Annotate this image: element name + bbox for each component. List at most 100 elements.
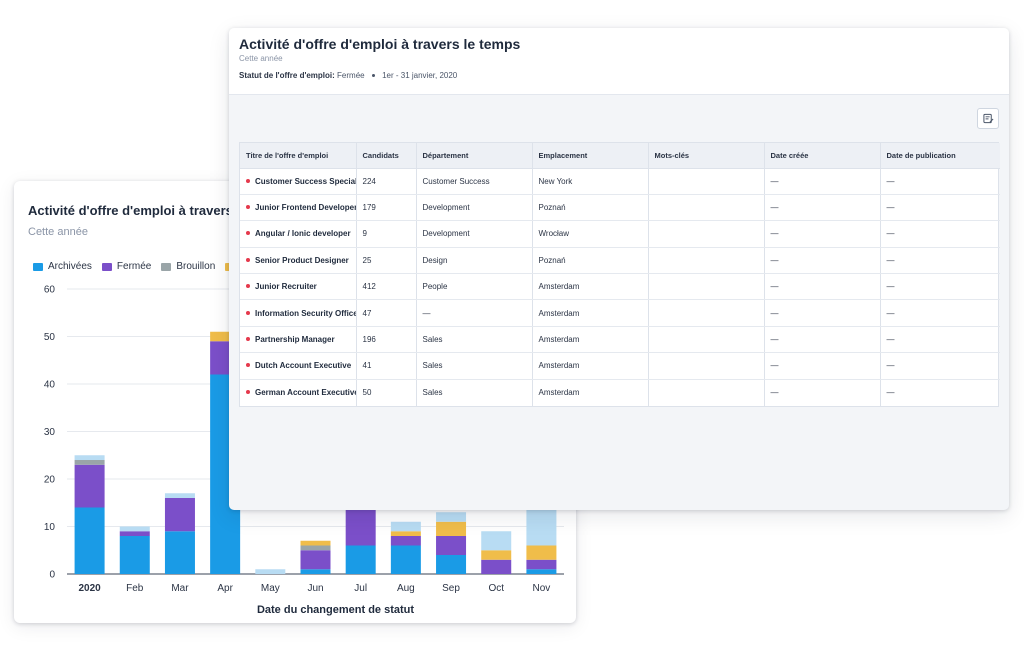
publication-date-cell: —	[880, 220, 1000, 248]
status-dot	[246, 310, 250, 315]
bar-segment[interactable]	[164, 498, 195, 532]
job-title-text: German Account Executive	[255, 388, 356, 398]
bar-segment[interactable]	[210, 331, 241, 342]
job-title-cell[interactable]: Senior Product Designer	[240, 247, 357, 275]
table-card-header: Activité d'offre d'emploi à travers le t…	[229, 28, 1009, 95]
legend-item[interactable]: Archivées	[33, 261, 92, 272]
created-date-cell: —	[764, 299, 881, 327]
column-header[interactable]: Date de publication	[880, 143, 1000, 169]
table-row[interactable]: Customer Success Specialist 224 Customer S…	[240, 168, 1000, 195]
status-dot	[246, 257, 250, 262]
created-date-cell: —	[764, 168, 881, 195]
bar-segment[interactable]	[74, 455, 105, 460]
department-cell: —	[416, 299, 533, 327]
candidates-cell: 47	[356, 299, 417, 327]
bar-segment[interactable]	[481, 550, 512, 560]
bar-segment[interactable]	[390, 531, 421, 536]
table-row[interactable]: Partnership Manager 196 Sales Amsterdam — —	[240, 326, 1000, 354]
bar-segment[interactable]	[436, 536, 467, 555]
x-tick-label: Apr	[217, 583, 233, 594]
job-title-cell[interactable]: Junior Recruiter	[240, 273, 357, 301]
location-cell: Amsterdam	[532, 379, 649, 406]
bar-segment[interactable]	[481, 559, 512, 574]
bar-segment[interactable]	[526, 507, 557, 546]
keywords-cell	[648, 379, 765, 406]
chart-card-title: Activité d'offre d'emploi à travers le t…	[28, 203, 290, 218]
bar-segment[interactable]	[390, 536, 421, 546]
table-row[interactable]: German Account Executive 50 Sales Amsterdam…	[240, 379, 1000, 406]
location-cell: Poznań	[532, 247, 649, 275]
bar-segment[interactable]	[74, 460, 105, 465]
job-title-cell[interactable]: Partnership Manager	[240, 326, 357, 354]
stacked-bar-chart: 0 10 20 30 40 50 60 2020 Feb Mar Apr May Jun Jul Aug Se…	[44, 285, 564, 616]
bar-segment[interactable]	[119, 531, 150, 536]
bar-segment[interactable]	[300, 540, 331, 546]
status-dot	[246, 231, 250, 236]
bar-segment[interactable]	[164, 531, 195, 574]
department-cell: Sales	[416, 326, 533, 354]
keywords-cell	[648, 352, 765, 380]
status-dot	[246, 178, 250, 183]
table-row[interactable]: Junior Frontend Developer 179 Development P…	[240, 194, 1000, 222]
bar-segment[interactable]	[255, 569, 286, 574]
keywords-cell	[648, 247, 765, 275]
bar-segment[interactable]	[300, 569, 331, 574]
table-row[interactable]: Junior Recruiter 412 People Amsterdam — —	[240, 273, 1000, 301]
table-row[interactable]: Senior Product Designer 25 Design Poznań — —	[240, 247, 1000, 275]
bar-segment[interactable]	[526, 545, 557, 560]
column-header[interactable]: Département	[416, 143, 533, 169]
bar-segment[interactable]	[74, 507, 105, 575]
bar-segment[interactable]	[119, 536, 150, 574]
publication-date-cell: —	[880, 299, 1000, 327]
bar-segment[interactable]	[481, 531, 512, 551]
x-tick-label: Feb	[126, 583, 144, 594]
bar-segment[interactable]	[300, 545, 331, 551]
bar-segment[interactable]	[164, 493, 195, 498]
bar-segment[interactable]	[119, 526, 150, 532]
edit-columns-button[interactable]	[977, 108, 999, 129]
column-header[interactable]: Date créée	[764, 143, 881, 169]
job-title-text: Information Security Officer	[255, 308, 356, 318]
date-range: 1er - 31 janvier, 2020	[382, 71, 458, 80]
column-header[interactable]: Titre de l'offre d'emploi	[240, 143, 357, 169]
legend-item[interactable]: Fermée	[101, 261, 152, 272]
location-cell: Amsterdam	[532, 273, 649, 301]
publication-date-cell: —	[880, 194, 1000, 222]
legend-label: Fermée	[116, 261, 152, 272]
bar-segment[interactable]	[345, 507, 376, 546]
column-header[interactable]: Candidats	[356, 143, 417, 169]
status-dot	[246, 389, 250, 394]
bar-segment[interactable]	[526, 559, 557, 570]
department-cell: Customer Success	[416, 168, 533, 195]
filter-label: Statut de l'offre d'emploi:	[239, 71, 335, 80]
bar-segment[interactable]	[436, 512, 467, 522]
bar-segment[interactable]	[436, 521, 467, 536]
x-tick-label: Aug	[397, 583, 415, 594]
department-cell: Development	[416, 194, 533, 222]
table-row[interactable]: Angular / Ionic developer 9 Development Wro…	[240, 220, 1000, 248]
bar-segment[interactable]	[390, 545, 421, 575]
table-row[interactable]: Information Security Officer 47— Amsterdam…	[240, 299, 1000, 327]
job-title-cell[interactable]: Junior Frontend Developer	[240, 194, 357, 222]
table-card-title: Activité d'offre d'emploi à travers le t…	[239, 36, 521, 52]
job-activity-table: Titre de l'offre d'emploi Candidats Départ…	[239, 142, 1000, 407]
job-title-text: Junior Frontend Developer	[255, 203, 356, 213]
job-title-cell[interactable]: Angular / Ionic developer	[240, 220, 357, 248]
job-title-cell[interactable]: Dutch Account Executive	[240, 352, 357, 380]
job-title-cell[interactable]: Information Security Officer	[240, 299, 357, 327]
table-row[interactable]: Dutch Account Executive 41 Sales Amsterdam —…	[240, 352, 1000, 380]
legend-item[interactable]: Brouillon	[161, 261, 215, 272]
table-body: Customer Success Specialist 224 Customer S…	[240, 168, 1000, 406]
bar-segment[interactable]	[300, 550, 331, 570]
column-header[interactable]: Mots-clés	[648, 143, 765, 169]
job-title-cell[interactable]: German Account Executive	[240, 379, 357, 406]
column-header[interactable]: Emplacement	[532, 143, 649, 169]
job-title-cell[interactable]: Customer Success Specialist	[240, 168, 357, 195]
bar-segment[interactable]	[390, 521, 421, 532]
chart-card-subtitle: Cette année	[28, 226, 88, 238]
table-card-subtitle: Cette année	[239, 54, 283, 63]
bar-segment[interactable]	[436, 555, 467, 574]
bar-segment[interactable]	[345, 545, 376, 575]
bar-segment[interactable]	[526, 569, 557, 574]
bar-segment[interactable]	[74, 464, 105, 508]
